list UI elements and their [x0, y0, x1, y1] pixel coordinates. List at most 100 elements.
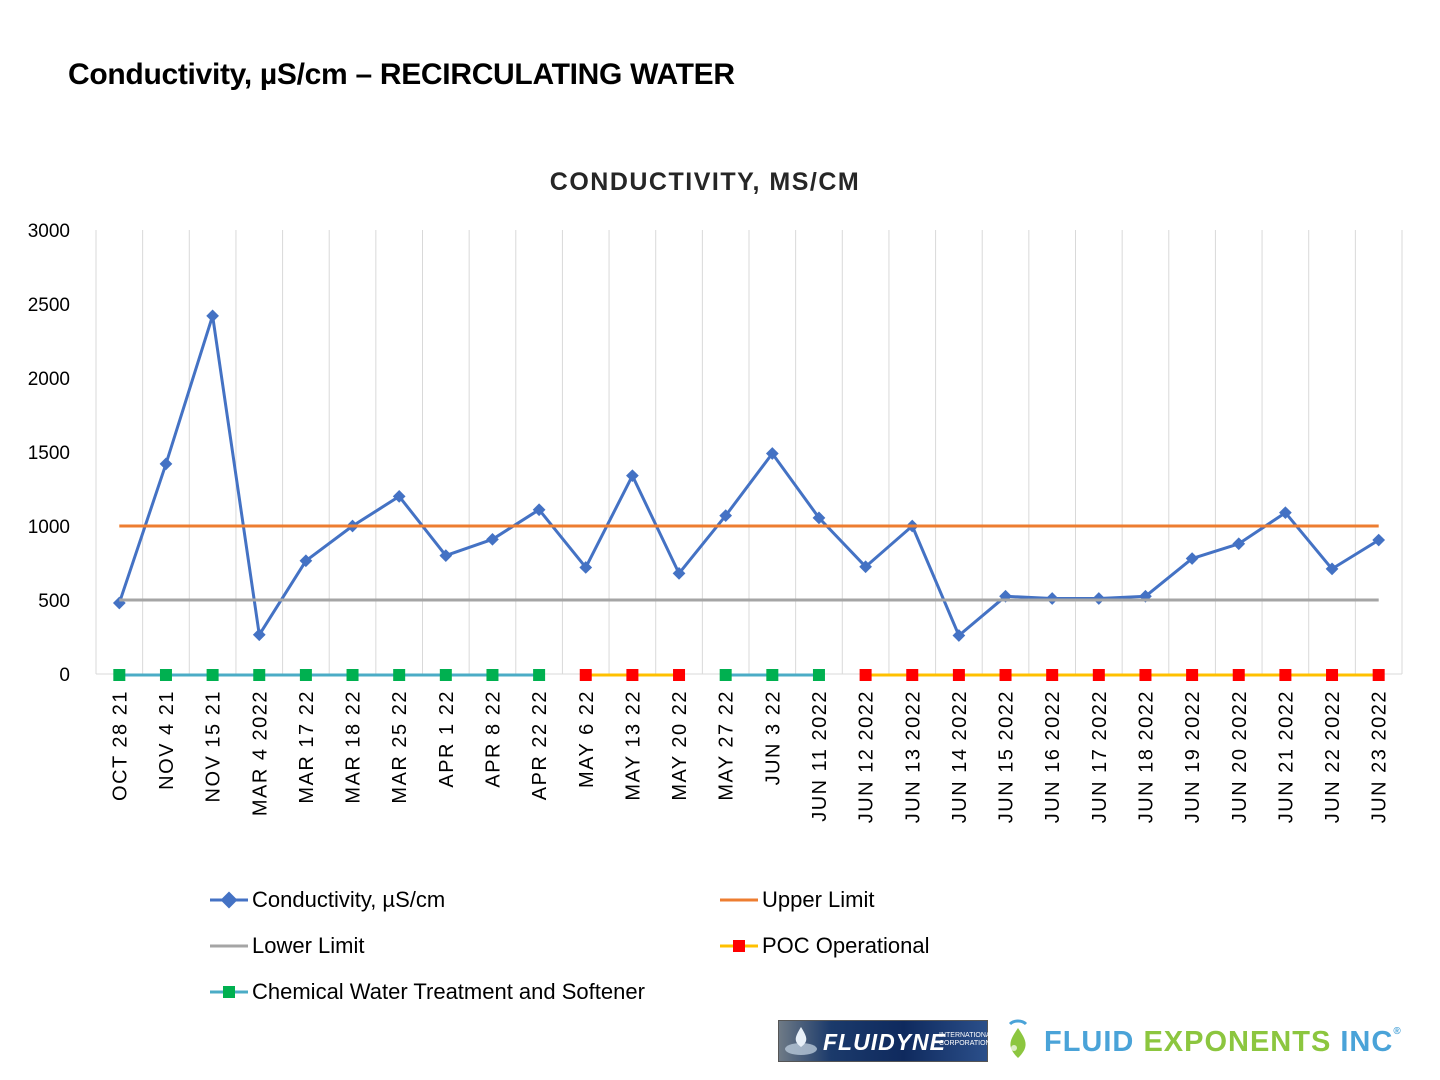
- fluidyne-sub: INTERNATIONAL CORPORATION: [939, 1032, 995, 1047]
- data-point: [1139, 669, 1152, 681]
- fe-blue-part: FLUID: [1044, 1026, 1144, 1058]
- chart-title: CONDUCTIVITY, MS/CM: [550, 168, 860, 196]
- data-point: [766, 669, 779, 681]
- x-category-label: MAR 4 2022: [249, 690, 271, 816]
- legend-swatch-chemical-treatment: [210, 986, 248, 998]
- fluidyne-name: FLUIDYNE: [823, 1029, 946, 1055]
- fe-trademark: ®: [1393, 1026, 1402, 1037]
- y-tick-label: 2500: [28, 295, 70, 316]
- x-category-label: JUN 13 2022: [902, 690, 924, 823]
- data-point: [673, 669, 686, 681]
- x-category-label: APR 8 22: [482, 690, 504, 788]
- x-category-label: JUN 23 2022: [1369, 690, 1391, 823]
- legend-label-lower-limit: Lower Limit: [252, 933, 365, 958]
- x-category-label: JUN 14 2022: [949, 690, 971, 823]
- data-point: [859, 669, 872, 681]
- conductivity-chart: CONDUCTIVITY, MS/CM 0 500 1000 1500 2000 2500…: [28, 168, 1403, 823]
- x-category-label: NOV 4 21: [156, 690, 178, 790]
- y-tick-label: 1000: [28, 517, 70, 538]
- legend-swatch-upper-limit: [720, 898, 758, 902]
- data-point: [626, 469, 639, 483]
- y-tick-label: 1500: [28, 443, 70, 464]
- droplet-icon: [1008, 1019, 1028, 1058]
- x-category-label: APR 22 22: [529, 690, 551, 800]
- data-point: [1372, 669, 1385, 681]
- x-category-label: JUN 12 2022: [856, 690, 878, 823]
- footer-logos: FLUIDYNE INTERNATIONAL CORPORATION FLUID…: [778, 1018, 1428, 1066]
- data-point: [253, 669, 266, 681]
- data-point: [906, 669, 919, 681]
- series-poc-operational: [579, 669, 1385, 681]
- fluid-exponents-logo: FLUID EXPONENTS INC®: [1000, 1018, 1430, 1066]
- chart-legend: Conductivity, µS/cm Upper Limit Lower Li…: [208, 880, 1208, 1020]
- x-category-label: JUN 20 2022: [1229, 690, 1251, 823]
- data-point: [1186, 669, 1199, 681]
- data-point: [486, 669, 499, 681]
- y-tick-label: 3000: [28, 221, 70, 242]
- x-category-label: MAY 20 22: [669, 690, 691, 801]
- x-category-label: JUN 3 22: [762, 690, 784, 785]
- series-conductivity: [112, 309, 1386, 642]
- legend-label-upper-limit: Upper Limit: [762, 887, 875, 912]
- data-point: [719, 669, 732, 681]
- fe-green-part: EXPONENTS: [1143, 1026, 1332, 1058]
- x-category-label: JUN 19 2022: [1182, 690, 1204, 823]
- data-point: [1092, 669, 1105, 681]
- water-drop-icon: [785, 1027, 817, 1055]
- data-point: [392, 490, 406, 503]
- legend-label-conductivity: Conductivity, µS/cm: [252, 887, 446, 912]
- x-axis-labels: OCT 28 21 NOV 4 21 NOV 15 21 MAR 4 2022 MAR …: [109, 690, 1390, 823]
- y-tick-label: 0: [59, 665, 70, 686]
- data-point: [1232, 669, 1245, 681]
- legend-swatch-conductivity: [210, 891, 248, 909]
- legend-item-conductivity: Conductivity, µS/cm: [208, 880, 445, 920]
- fe-suffix-part: INC: [1331, 1026, 1394, 1058]
- data-point: [812, 669, 825, 681]
- y-axis-ticks: 0 500 1000 1500 2000 2500 3000: [28, 221, 70, 686]
- data-point: [159, 669, 172, 681]
- data-point: [206, 669, 219, 681]
- legend-swatch-lower-limit: [210, 944, 248, 948]
- data-point: [346, 669, 359, 681]
- x-category-label: NOV 15 21: [203, 690, 225, 802]
- x-category-label: JUN 15 2022: [996, 690, 1018, 823]
- x-category-label: OCT 28 21: [109, 690, 131, 801]
- y-tick-label: 2000: [28, 369, 70, 390]
- page-title: Conductivity, µS/cm – RECIRCULATING WATE…: [68, 58, 735, 91]
- data-point: [999, 669, 1012, 681]
- data-point: [579, 669, 592, 681]
- data-point: [533, 669, 546, 681]
- legend-label-poc-operational: POC Operational: [762, 933, 930, 958]
- data-point: [299, 669, 312, 681]
- x-category-label: JUN 21 2022: [1275, 690, 1297, 823]
- series-chemical-treatment: [113, 669, 825, 681]
- data-point: [439, 669, 452, 681]
- x-category-label: APR 1 22: [436, 690, 458, 788]
- legend-item-upper-limit: Upper Limit: [718, 880, 874, 920]
- x-category-label: JUN 11 2022: [809, 690, 831, 822]
- series-layer: [112, 309, 1386, 681]
- data-point: [1326, 669, 1339, 681]
- x-category-label: MAR 17 22: [296, 690, 318, 804]
- legend-swatch-poc-operational: [720, 940, 758, 952]
- x-category-label: MAR 25 22: [389, 690, 411, 804]
- x-category-label: MAY 6 22: [576, 690, 598, 788]
- series-conductivity-line: [117, 314, 1380, 637]
- legend-item-chemical-treatment: Chemical Water Treatment and Softener: [208, 972, 645, 1012]
- data-point: [159, 457, 173, 471]
- x-category-label: MAY 13 22: [622, 690, 644, 801]
- data-point: [1046, 669, 1059, 681]
- fluid-exponents-name: FLUID EXPONENTS INC®: [1044, 1026, 1402, 1059]
- data-point: [113, 669, 126, 681]
- data-point: [206, 309, 219, 323]
- fluidyne-logo: FLUIDYNE INTERNATIONAL CORPORATION: [778, 1020, 995, 1062]
- data-point: [952, 669, 965, 681]
- x-category-label: JUN 22 2022: [1322, 690, 1344, 823]
- data-point: [626, 669, 639, 681]
- x-category-label: MAR 18 22: [343, 690, 365, 804]
- legend-item-poc-operational: POC Operational: [718, 926, 930, 966]
- data-point: [1279, 669, 1292, 681]
- x-category-label: MAY 27 22: [716, 690, 738, 801]
- x-category-label: JUN 18 2022: [1135, 690, 1157, 823]
- x-category-label: JUN 17 2022: [1089, 690, 1111, 823]
